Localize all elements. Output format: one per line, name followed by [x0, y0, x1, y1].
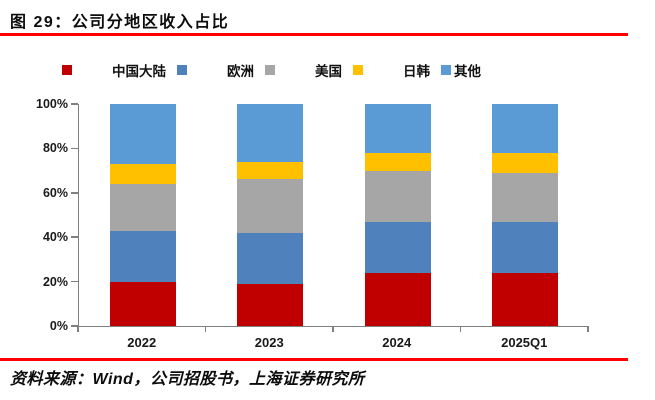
- legend-item-usa: 美国: [265, 60, 342, 80]
- legend-label-other: 其他: [454, 64, 481, 79]
- x-tick-mark: [332, 327, 334, 332]
- x-tick-mark: [204, 327, 207, 332]
- x-tick-label-2025Q1: 2025Q1: [501, 335, 548, 350]
- bar-segment-中国大陆-2025Q1: [492, 272, 559, 326]
- y-tick-mark: [71, 103, 78, 105]
- legend-label-europe: 欧洲: [227, 64, 254, 79]
- bar-slot-2023: [207, 104, 335, 326]
- legend-item-china-mainland: 中国大陆: [62, 60, 166, 80]
- bar-segment-欧洲-2022: [109, 230, 176, 282]
- stacked-bar-2024: [364, 104, 431, 326]
- legend-label-japan-korea: 日韩: [403, 64, 430, 79]
- y-tick-label: 40%: [42, 230, 68, 245]
- bar-segment-其他-2022: [109, 104, 176, 164]
- bar-segment-美国-2025Q1: [492, 172, 559, 222]
- bar-segment-其他-2023: [237, 104, 304, 162]
- x-tick-mark: [77, 327, 79, 332]
- bar-slot-2022: [79, 104, 207, 326]
- legend-spacer: [275, 70, 315, 71]
- y-tick-label: 100%: [36, 97, 68, 111]
- legend-swatch-china-mainland: [62, 65, 72, 75]
- legend-swatch-europe: [177, 65, 187, 75]
- bar-segment-日韩-2025Q1: [492, 152, 559, 173]
- bar-segment-日韩-2024: [364, 152, 431, 171]
- bar-segment-美国-2024: [364, 170, 431, 222]
- stacked-bar-2022: [109, 104, 176, 326]
- y-tick-mark: [71, 280, 78, 283]
- stacked-bar-2025Q1: [492, 104, 559, 326]
- legend-spacer: [187, 70, 227, 71]
- source-rule: [0, 358, 628, 361]
- bar-segment-美国-2022: [109, 183, 176, 231]
- y-tick-mark: [71, 236, 78, 238]
- bar-segment-中国大陆-2023: [237, 283, 304, 326]
- y-tick-mark: [71, 325, 78, 327]
- y-tick-label: 80%: [42, 141, 68, 156]
- bar-segment-欧洲-2024: [364, 221, 431, 273]
- legend-swatch-other: [441, 65, 451, 75]
- bar-segment-其他-2024: [364, 104, 431, 153]
- legend-label-china-mainland: 中国大陆: [112, 64, 166, 79]
- bar-segment-日韩-2023: [237, 161, 304, 180]
- bar-segment-日韩-2022: [109, 163, 176, 184]
- x-tick-label-2024: 2024: [382, 335, 412, 350]
- x-axis-labels: 2022 2023 2024 2025Q1: [78, 335, 588, 351]
- figure-title: 图 29：公司分地区收入占比: [10, 14, 230, 31]
- bar-slot-2025Q1: [462, 104, 590, 326]
- y-axis-labels: 100% 80% 60% 40% 20% 0%: [0, 97, 68, 333]
- plot-area: [78, 104, 589, 327]
- y-tick-label: 60%: [42, 185, 68, 200]
- bar-segment-欧洲-2025Q1: [492, 221, 559, 273]
- bar-slot-2024: [334, 104, 462, 326]
- legend-item-europe: 欧洲: [177, 60, 254, 80]
- legend-label-usa: 美国: [315, 64, 342, 79]
- bar-segment-美国-2023: [237, 179, 304, 233]
- y-axis-ticks: [0, 103, 78, 327]
- x-tick-mark: [587, 327, 589, 332]
- legend-spacer: [363, 70, 403, 71]
- x-axis-ticks: [77, 327, 589, 332]
- chart-legend: 中国大陆 欧洲 美国 日韩 其他: [62, 61, 481, 79]
- legend-item-other: 其他: [441, 60, 481, 80]
- legend-swatch-japan-korea: [353, 65, 363, 75]
- legend-swatch-usa: [265, 65, 275, 75]
- legend-spacer: [72, 70, 112, 71]
- source-note: 资料来源：Wind，公司招股书，上海证券研究所: [10, 371, 365, 388]
- bar-segment-中国大陆-2022: [109, 281, 176, 326]
- y-tick-mark: [71, 192, 78, 194]
- x-tick-label-2023: 2023: [254, 335, 284, 350]
- x-tick-label-2022: 2022: [127, 335, 157, 350]
- y-tick-mark: [71, 147, 78, 150]
- bar-segment-其他-2025Q1: [492, 104, 559, 153]
- x-tick-mark: [459, 327, 462, 332]
- bar-segment-中国大陆-2024: [364, 272, 431, 326]
- title-rule: [0, 33, 628, 36]
- legend-item-japan-korea: 日韩: [353, 60, 430, 80]
- y-tick-label: 20%: [42, 274, 68, 289]
- y-tick-label: 0%: [49, 319, 68, 333]
- bar-segment-欧洲-2023: [237, 232, 304, 284]
- stacked-bar-2023: [237, 104, 304, 326]
